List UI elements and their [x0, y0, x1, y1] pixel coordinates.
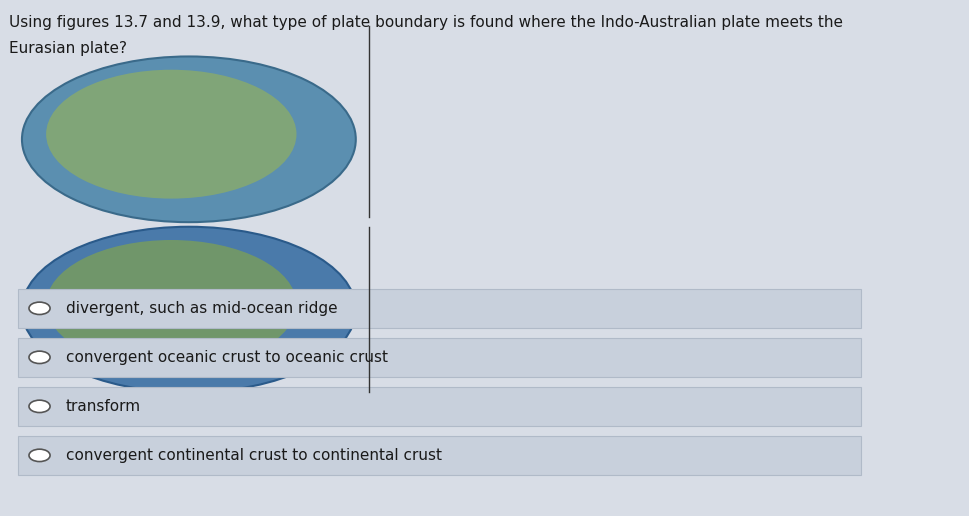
FancyBboxPatch shape — [17, 289, 860, 328]
FancyBboxPatch shape — [35, 405, 109, 423]
FancyBboxPatch shape — [118, 405, 193, 423]
FancyBboxPatch shape — [203, 405, 277, 423]
FancyBboxPatch shape — [17, 338, 860, 377]
Ellipse shape — [47, 240, 297, 369]
FancyBboxPatch shape — [17, 387, 860, 426]
Ellipse shape — [22, 56, 356, 222]
FancyBboxPatch shape — [17, 436, 860, 475]
Text: divergent, such as mid-ocean ridge: divergent, such as mid-ocean ridge — [66, 301, 337, 316]
Text: convergent continental crust to continental crust: convergent continental crust to continen… — [66, 448, 442, 463]
Circle shape — [29, 400, 50, 413]
Circle shape — [29, 449, 50, 462]
Circle shape — [29, 351, 50, 363]
Text: Using figures 13.7 and 13.9, what type of plate boundary is found where the Indo: Using figures 13.7 and 13.9, what type o… — [9, 15, 843, 30]
Ellipse shape — [47, 70, 297, 199]
Ellipse shape — [22, 227, 356, 393]
FancyBboxPatch shape — [286, 405, 360, 423]
Text: convergent oceanic crust to oceanic crust: convergent oceanic crust to oceanic crus… — [66, 350, 388, 365]
Text: transform: transform — [66, 399, 141, 414]
Text: Eurasian plate?: Eurasian plate? — [9, 41, 127, 56]
Circle shape — [29, 302, 50, 315]
